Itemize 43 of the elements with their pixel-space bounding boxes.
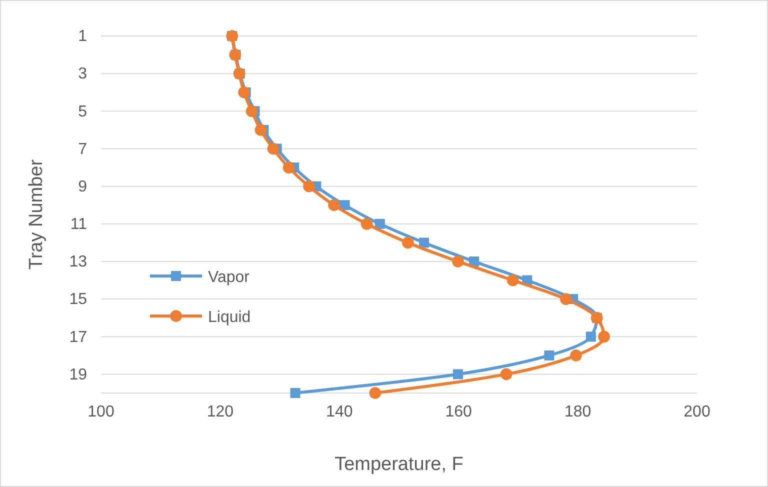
point (500, 368, 512, 380)
point (453, 369, 464, 380)
point (328, 199, 340, 212)
legend-label: Vapor (208, 269, 250, 286)
y-tick-label: 5 (78, 103, 88, 120)
point (544, 350, 554, 360)
y-axis-title: Tray Number (26, 158, 47, 270)
y-tick-label: 13 (69, 254, 88, 271)
point (282, 162, 295, 174)
x-tick-label: 160 (445, 403, 472, 420)
point (254, 124, 267, 136)
x-tick-label: 180 (564, 403, 592, 420)
point (303, 180, 315, 192)
point (452, 256, 464, 268)
point (506, 274, 519, 286)
x-tick-label: 200 (684, 403, 710, 420)
point (238, 86, 250, 98)
point (360, 218, 373, 230)
point (560, 293, 572, 305)
x-tick-label: 100 (88, 403, 114, 420)
y-tick-label: 15 (69, 291, 88, 308)
x-tick-label: 120 (206, 403, 234, 420)
x-tick-label: 140 (326, 403, 353, 420)
x-axis-title: Temperature, F (334, 454, 464, 475)
point (598, 330, 610, 343)
point (419, 238, 430, 248)
point (369, 387, 382, 399)
point (402, 236, 414, 249)
y-tick-label: 11 (70, 216, 88, 234)
y-tick-label: 3 (78, 66, 88, 83)
point (340, 200, 350, 210)
point (290, 388, 300, 398)
point (570, 350, 582, 362)
point (267, 142, 280, 155)
point (374, 218, 385, 229)
y-tick-label: 9 (78, 178, 88, 196)
y-tick-label: 17 (69, 328, 88, 346)
legend-label: Liquid (208, 309, 251, 326)
y-tick-label: 7 (78, 140, 88, 158)
point (246, 105, 258, 118)
y-tick-label: 1 (78, 28, 88, 46)
point (586, 332, 596, 342)
y-tick-label: 19 (69, 366, 88, 384)
